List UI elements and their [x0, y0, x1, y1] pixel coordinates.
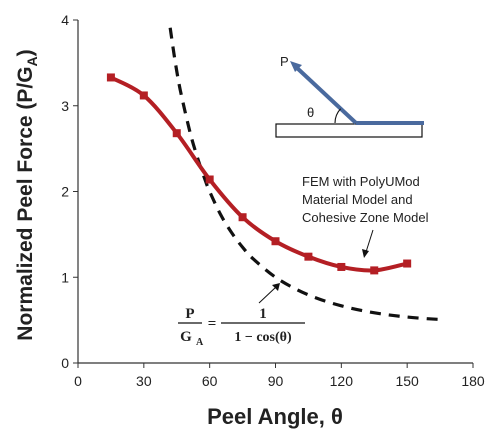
- series-layer: [106, 27, 441, 322]
- y-axis-title-main: Normalized Peel Force (P/G: [14, 66, 37, 340]
- y-axis-title-close: ): [14, 49, 37, 56]
- eq-right-denominator: 1 − cos(θ): [234, 330, 292, 345]
- eq-equals: =: [208, 316, 217, 332]
- y-tick-label: 3: [61, 98, 69, 114]
- x-tick-label: 150: [395, 373, 419, 389]
- y-axis-title: Normalized Peel Force (P/GA): [14, 49, 40, 340]
- x-tick-label: 90: [268, 373, 284, 389]
- peel-arrow-head: [290, 61, 302, 72]
- fem-label-line3: Cohesive Zone Model: [302, 210, 429, 225]
- angle-label: θ: [307, 105, 314, 120]
- x-tick-label: 120: [330, 373, 354, 389]
- y-ticks: 0 1 2 3 4: [61, 12, 78, 371]
- x-tick-label: 0: [74, 373, 82, 389]
- x-tick-label: 60: [202, 373, 218, 389]
- fem-data-point: [106, 73, 115, 82]
- theory-dashed-line: [168, 27, 441, 322]
- fem-data-point: [172, 129, 181, 138]
- fem-pointer-head: [362, 249, 369, 258]
- fem-data-point: [370, 266, 379, 275]
- peel-schematic: P θ: [275, 54, 424, 138]
- fem-series-line: [108, 75, 410, 273]
- fem-data-point: [403, 259, 412, 268]
- x-tick-label: 30: [136, 373, 152, 389]
- fem-annotation: FEM with PolyUMod Material Model and Coh…: [302, 174, 429, 258]
- fem-data-point: [337, 262, 346, 271]
- fem-data-point: [304, 252, 313, 261]
- fem-data-point: [205, 175, 214, 184]
- peel-arm: [294, 65, 358, 125]
- y-tick-label: 4: [61, 12, 69, 28]
- fem-pointer-line: [365, 229, 374, 253]
- substrate-rect: [275, 123, 423, 138]
- y-tick-label: 1: [61, 269, 69, 285]
- eq-pointer-line: [258, 286, 277, 304]
- eq-right-numerator: 1: [259, 306, 267, 322]
- y-axis-title-sub: A: [24, 56, 40, 66]
- eq-left-denominator-sub: A: [196, 337, 204, 348]
- x-ticks: 0 30 60 90 120 150 180: [74, 363, 485, 389]
- y-tick-label: 2: [61, 184, 69, 200]
- x-tick-label: 180: [461, 373, 485, 389]
- axes: [77, 20, 473, 364]
- fem-data-point: [271, 237, 280, 246]
- fem-data-point: [238, 213, 247, 222]
- angle-arc: [334, 108, 342, 124]
- equation-annotation: P G A = 1 1 − cos(θ): [178, 283, 305, 348]
- fem-label-line2: Material Model and: [302, 192, 413, 207]
- fem-data-point: [139, 91, 148, 100]
- eq-pointer-head: [272, 283, 280, 291]
- fem-label-line1: FEM with PolyUMod: [302, 174, 420, 189]
- force-label: P: [280, 54, 289, 69]
- x-axis-title: Peel Angle, θ: [207, 404, 343, 429]
- y-tick-label: 0: [61, 355, 69, 371]
- eq-left-numerator: P: [185, 306, 194, 322]
- eq-left-denominator: G: [180, 329, 192, 345]
